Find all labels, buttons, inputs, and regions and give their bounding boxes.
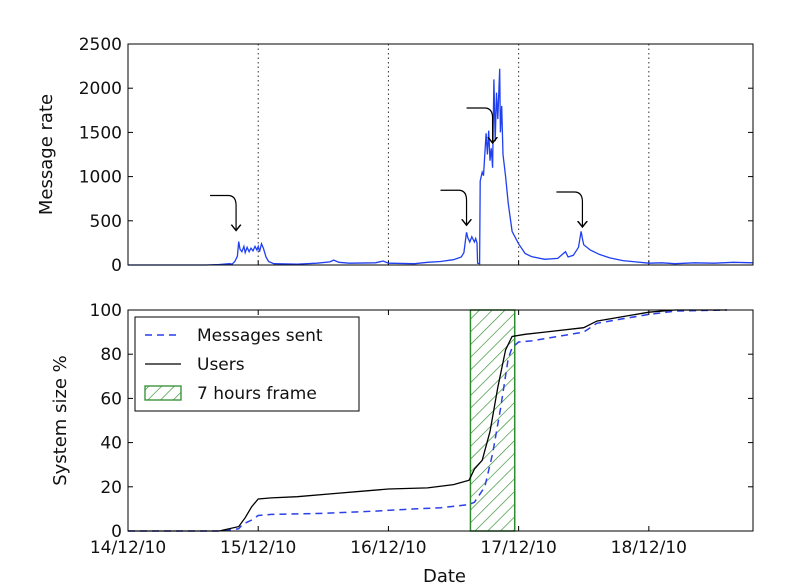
- y-tick-label: 1000: [79, 168, 122, 188]
- x-tick-label: 14/12/10: [90, 538, 166, 558]
- annotation-arrow: [556, 191, 582, 227]
- y-tick-label: 80: [100, 345, 122, 365]
- users-line: [128, 309, 727, 532]
- y-tick-label: 0: [111, 522, 122, 542]
- messages-sent-line: [128, 309, 728, 532]
- x-tick-label: 18/12/10: [611, 538, 687, 558]
- annotation-arrow: [440, 189, 467, 225]
- bottom-x-ticks: 14/12/10 15/12/10 16/12/10 17/12/10 18/12/10: [90, 310, 687, 558]
- y-tick-label: 0: [111, 256, 122, 276]
- annotation-arrow: [466, 107, 493, 143]
- annotation-arrow: [210, 194, 236, 231]
- legend-swatch-seven-hours-frame: [144, 385, 182, 401]
- top-gridlines: [127, 44, 650, 265]
- x-tick-label: 15/12/10: [220, 538, 296, 558]
- y-tick-label: 40: [100, 434, 122, 454]
- legend-label-messages-sent: Messages sent: [197, 326, 323, 346]
- message-rate-panel: 0 500 1000 1500 2000 2500 Message rate: [36, 35, 754, 276]
- top-y-ticks: 0 500 1000 1500 2000 2500: [79, 35, 753, 276]
- y-tick-label: 2500: [79, 35, 122, 55]
- y-tick-label: 1500: [79, 123, 122, 143]
- y-tick-label: 100: [90, 301, 122, 321]
- peak-arrows: [210, 107, 582, 231]
- legend-label-users: Users: [197, 355, 245, 375]
- y-tick-label: 500: [90, 212, 122, 232]
- top-plot-frame: [127, 43, 754, 266]
- x-axis-label-date: Date: [423, 566, 466, 587]
- legend: Messages sent Users 7 hours frame: [134, 316, 360, 412]
- x-tick-label: 17/12/10: [480, 538, 556, 558]
- bottom-y-ticks: 0 20 40 60 80 100: [90, 301, 753, 542]
- y-tick-label: 20: [100, 478, 122, 498]
- message-rate-line: [128, 68, 754, 266]
- y-axis-label-system-size: System size %: [50, 355, 71, 486]
- y-tick-label: 60: [100, 389, 122, 409]
- bottom-plot-frame: [127, 309, 754, 532]
- legend-label-seven-hours-frame: 7 hours frame: [197, 384, 317, 404]
- y-axis-label-message-rate: Message rate: [36, 94, 57, 215]
- x-tick-label: 16/12/10: [350, 538, 426, 558]
- system-size-panel: 0 20 40 60 80 100 14/12/10 15/12/10 16/12/10 17/…: [50, 301, 754, 587]
- y-tick-label: 2000: [79, 79, 122, 99]
